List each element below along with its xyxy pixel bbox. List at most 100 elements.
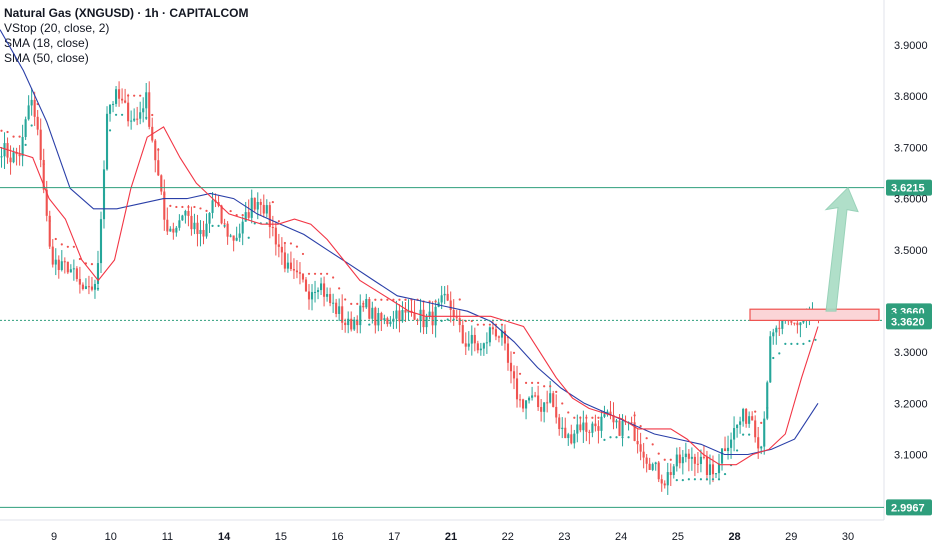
sma50-line <box>0 29 819 456</box>
candle-body <box>534 395 537 397</box>
x-tick-label: 23 <box>558 531 570 543</box>
candle-body <box>413 312 416 320</box>
candle-body <box>760 446 763 449</box>
vstop-dot <box>96 287 100 290</box>
vstop-dot <box>567 411 570 414</box>
vstop-dot <box>229 209 232 213</box>
candle-body <box>449 300 452 310</box>
level-badge <box>886 313 932 330</box>
candle-body <box>549 393 552 403</box>
candle-body <box>18 154 21 157</box>
candle-body <box>681 457 684 464</box>
candle-body <box>425 316 428 328</box>
candle-body <box>344 322 347 326</box>
candle-body <box>464 343 467 347</box>
candle-body <box>555 406 558 418</box>
candle-body <box>642 451 645 458</box>
chart-grid <box>0 0 885 521</box>
vstop-dot <box>645 437 648 440</box>
candle-body <box>651 464 654 470</box>
candle-body <box>21 136 24 157</box>
vstop-dot <box>241 213 244 217</box>
candle-body <box>766 382 769 419</box>
candle-body <box>775 327 778 333</box>
candle-body <box>594 423 597 427</box>
vstop-dot <box>0 129 3 132</box>
candle-body <box>93 283 97 290</box>
vstop-dot <box>766 406 769 410</box>
vstop-dot <box>386 298 389 301</box>
candle-body <box>124 100 127 103</box>
candle-body <box>304 279 308 292</box>
candle-body <box>356 319 359 326</box>
candle-body <box>696 463 699 465</box>
vstop-dot <box>114 113 118 116</box>
vstop-dot <box>790 342 793 345</box>
candle-body <box>133 118 136 121</box>
candle-body <box>582 422 585 431</box>
y-tick-label: 3.7000 <box>894 142 928 154</box>
vstop-dot <box>784 342 787 345</box>
vstop-dot <box>217 224 220 227</box>
vstop-dot <box>748 433 751 436</box>
candle-body <box>537 395 540 408</box>
candle-body <box>645 457 648 464</box>
vstop-dot <box>591 416 594 419</box>
candle-body <box>332 302 335 304</box>
candle-body <box>178 220 181 228</box>
candle-body <box>365 298 368 308</box>
candle-body <box>479 348 482 351</box>
candle-body <box>751 416 754 421</box>
candle-body <box>353 319 356 330</box>
vstop-dot <box>476 323 479 326</box>
candle-body <box>488 327 491 343</box>
candle-body <box>193 222 196 230</box>
x-tick-label: 30 <box>842 531 854 543</box>
vstop-dot <box>48 219 51 223</box>
candle-body <box>618 420 621 436</box>
candle-body <box>329 294 332 304</box>
candle-body <box>506 343 510 363</box>
vstop-dot <box>651 443 654 446</box>
candle-body <box>256 201 259 210</box>
vstop-dot <box>675 479 678 482</box>
x-tick-label: 10 <box>105 531 117 543</box>
candle-body <box>558 417 561 430</box>
vstop-dot <box>301 252 305 256</box>
candle-body <box>347 318 350 326</box>
candle-body <box>684 453 687 458</box>
vstop-dot <box>669 458 672 461</box>
candle-body <box>166 219 169 232</box>
candle-body <box>497 336 500 338</box>
vstop-dot <box>90 263 94 266</box>
candle-body <box>476 343 479 351</box>
candle-body <box>175 227 178 233</box>
vstop-dot <box>518 372 522 375</box>
candle-body <box>362 305 365 308</box>
vstop-dot <box>627 436 630 439</box>
vstop-dot <box>555 390 558 393</box>
candle-body <box>259 201 262 205</box>
vstop-dot <box>717 478 721 481</box>
candle-body <box>157 160 160 176</box>
candle-body <box>301 273 305 280</box>
vstop-dot <box>169 204 172 207</box>
vstop-dot <box>211 224 214 227</box>
vstop-dot <box>223 224 226 227</box>
vstop-dot <box>561 402 564 405</box>
vstop-dot <box>458 298 461 301</box>
candle-body <box>485 342 488 344</box>
x-tick-label: 25 <box>672 531 684 543</box>
level-badge-label: 3.6215 <box>891 183 925 195</box>
candle-body <box>793 322 796 324</box>
candle-body <box>730 439 733 448</box>
candle-body <box>455 317 458 319</box>
candle-body <box>368 298 371 319</box>
candle-body <box>458 318 461 326</box>
candle-body <box>422 309 425 328</box>
candle-body <box>24 119 27 137</box>
candle-body <box>693 456 696 464</box>
candle-body <box>739 421 742 425</box>
